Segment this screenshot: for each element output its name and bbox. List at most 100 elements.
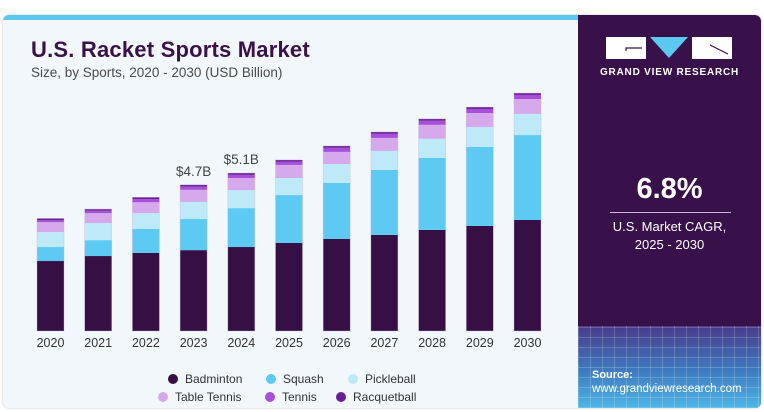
- legend-dot-icon: [336, 392, 346, 402]
- bar-segment-table-tennis-2024: [227, 177, 255, 191]
- legend-label: Squash: [283, 372, 324, 386]
- brand-panel: GRAND VIEW RESEARCH 6.8% U.S. Market CAG…: [578, 15, 761, 408]
- cagr-value: 6.8%: [636, 173, 703, 205]
- legend-dot-icon: [348, 374, 358, 384]
- bar-segment-badminton-2020: [37, 261, 64, 331]
- source-url[interactable]: www.grandviewresearch.com: [592, 383, 742, 395]
- bar-outline-2030: [513, 92, 542, 332]
- bar-segment-pickleball-2022: [132, 213, 160, 229]
- legend-item-racquetball: Racquetball: [336, 390, 416, 404]
- bar-segment-pickleball-2024: [227, 190, 255, 209]
- infographic-card: U.S. Racket Sports Market Size, by Sport…: [3, 15, 761, 408]
- bar-segment-table-tennis-2022: [132, 202, 160, 214]
- bar-segment-racquetball-2029: [466, 107, 494, 109]
- bar-outline-2028: [418, 118, 446, 332]
- bar-outline-2021: [84, 208, 112, 332]
- bar-outline-2025: [275, 159, 303, 332]
- chart-subtitle: Size, by Sports, 2020 - 2030 (USD Billio…: [31, 65, 283, 80]
- bar-segment-badminton-2028: [418, 229, 446, 331]
- bar-segment-pickleball-2026: [323, 163, 351, 183]
- bar-segment-tennis-2022: [132, 199, 160, 203]
- legend-item-pickleball: Pickleball: [348, 372, 416, 386]
- x-tick-label-2022: 2022: [132, 336, 160, 350]
- bar-segment-badminton-2026: [323, 238, 351, 331]
- x-tick-label-2027: 2027: [370, 336, 398, 350]
- bar-segment-pickleball-2029: [466, 126, 494, 147]
- gvr-logo-icon: [606, 37, 732, 59]
- bar-segment-squash-2021: [84, 240, 112, 257]
- bar-outline-2024: [227, 172, 256, 332]
- bar-outline-2023: [179, 184, 208, 332]
- data-label-2023: $4.7B: [176, 164, 211, 179]
- bar-segment-table-tennis-2025: [275, 164, 303, 178]
- legend-label: Racquetball: [353, 390, 417, 404]
- bar-outline-2029: [465, 106, 494, 332]
- bar-segment-squash-2023: [180, 219, 208, 251]
- bar-segment-table-tennis-2028: [418, 124, 446, 139]
- bar-segment-pickleball-2027: [370, 150, 398, 170]
- bar-segment-racquetball-2023: [180, 184, 208, 187]
- bar-segment-pickleball-2020: [37, 232, 64, 248]
- bar-segment-pickleball-2030: [514, 113, 541, 136]
- bar-outline-2022: [132, 196, 160, 332]
- bar-segment-squash-2024: [227, 208, 255, 248]
- bar-segment-table-tennis-2030: [514, 98, 541, 114]
- bar-segment-racquetball-2024: [227, 173, 255, 175]
- legend-label: Pickleball: [365, 372, 416, 386]
- bar-segment-pickleball-2023: [180, 201, 208, 220]
- bar-segment-tennis-2025: [275, 161, 303, 165]
- source-panel: [578, 326, 761, 408]
- data-label-2024: $5.1B: [224, 152, 259, 167]
- bar-segment-racquetball-2028: [418, 118, 446, 121]
- x-tick-label-2028: 2028: [418, 336, 446, 350]
- bar-segment-pickleball-2021: [84, 223, 112, 241]
- bar-segment-squash-2028: [418, 157, 446, 230]
- bar-segment-badminton-2029: [466, 225, 494, 331]
- x-tick-label-2024: 2024: [227, 336, 255, 350]
- cagr-label-line1: U.S. Market CAGR,: [612, 219, 727, 234]
- bar-segment-badminton-2024: [227, 247, 255, 331]
- bar-segment-squash-2030: [514, 135, 541, 220]
- legend-dot-icon: [266, 374, 276, 384]
- bar-segment-racquetball-2026: [323, 145, 351, 148]
- cagr-label: U.S. Market CAGR, 2025 - 2030: [578, 218, 761, 254]
- grid-pattern: [578, 326, 761, 408]
- legend-label: Table Tennis: [175, 390, 242, 404]
- bar-segment-tennis-2026: [323, 147, 351, 152]
- bar-segment-table-tennis-2027: [370, 137, 398, 151]
- source-label: Source:: [592, 369, 633, 381]
- bar-segment-table-tennis-2023: [180, 189, 208, 202]
- bar-segment-tennis-2021: [84, 210, 112, 214]
- bar-segment-pickleball-2025: [275, 177, 303, 196]
- bar-outline-2020: [36, 218, 65, 332]
- bar-segment-squash-2026: [323, 182, 351, 239]
- bar-segment-table-tennis-2021: [84, 213, 112, 224]
- bar-segment-racquetball-2020: [37, 218, 64, 221]
- legend-dot-icon: [265, 392, 275, 402]
- bar-segment-squash-2029: [466, 146, 494, 226]
- x-tick-label-2020: 2020: [37, 336, 65, 350]
- x-tick-label-2030: 2030: [514, 336, 542, 350]
- bar-segment-tennis-2030: [514, 94, 541, 99]
- x-tick-label-2029: 2029: [466, 336, 494, 350]
- bar-segment-racquetball-2021: [84, 209, 112, 211]
- bar-segment-table-tennis-2029: [466, 112, 494, 127]
- x-tick-label-2021: 2021: [84, 336, 112, 350]
- x-tick-label-2026: 2026: [323, 336, 351, 350]
- legend-item-badminton: Badminton: [168, 372, 242, 386]
- stacked-bar-chart: 2020 2021 2022 2023 $4.7B 2024 $5.1B 2025 2026 20…: [36, 92, 542, 350]
- legend-item-squash: Squash: [266, 372, 324, 386]
- legend-item-tennis: Tennis: [265, 390, 317, 404]
- bar-segment-racquetball-2025: [275, 159, 303, 162]
- x-tick-label-2025: 2025: [275, 336, 303, 350]
- bar-segment-tennis-2023: [180, 186, 208, 190]
- legend-item-table-tennis: Table Tennis: [158, 390, 242, 404]
- bar-segment-tennis-2029: [466, 108, 494, 113]
- cagr-label-line2: 2025 - 2030: [634, 237, 705, 252]
- bar-outline-2027: [370, 131, 399, 332]
- bar-segment-squash-2027: [370, 169, 398, 235]
- bar-segment-squash-2020: [37, 247, 64, 262]
- bar-segment-table-tennis-2026: [323, 151, 351, 164]
- bar-segment-pickleball-2028: [418, 138, 446, 158]
- chart-title: U.S. Racket Sports Market: [31, 37, 310, 62]
